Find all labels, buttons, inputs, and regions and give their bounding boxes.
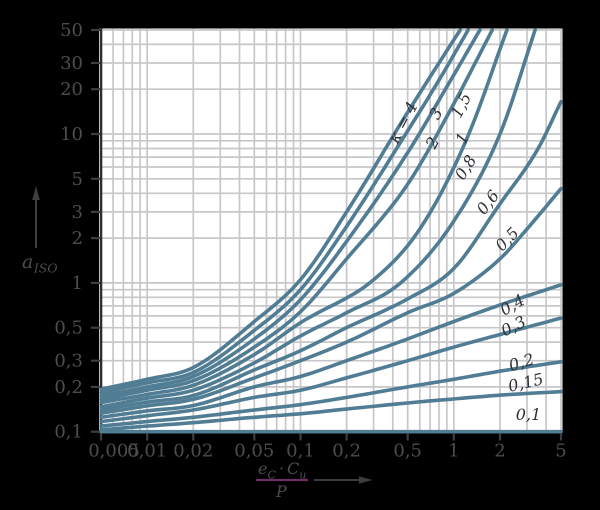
y-tick-label: 10	[60, 124, 83, 145]
x-num-C: C	[287, 459, 299, 478]
curve-kappa-0.15	[99, 389, 563, 432]
x-axis-title-denominator: P	[275, 482, 287, 501]
x-axis-title-group: eC · Cu P	[256, 459, 373, 501]
x-tick-label: 0,5	[393, 441, 422, 462]
curve-kappa-1	[99, 28, 509, 405]
x-axis-title-numerator: eC · Cu	[258, 459, 306, 482]
curve-kappa-0.4	[99, 283, 563, 420]
grid	[101, 28, 563, 432]
x-tick-label: 0,05	[234, 441, 274, 462]
x-tick-label: 0,1	[286, 441, 315, 462]
y-tick-label: 1	[72, 273, 83, 294]
curve-kappa-0.5	[99, 186, 563, 416]
curve-label-kappa-0.1: 0,1	[516, 405, 541, 424]
curve-kappa-0.2	[99, 360, 563, 428]
curve-kappa-1.5	[99, 28, 494, 402]
curve-kappa-0.3	[99, 316, 563, 424]
curve-kappa-3	[99, 28, 470, 395]
x-tick-label: 0,005	[88, 441, 140, 462]
y-axis-title-group: aISO	[22, 186, 58, 276]
x-axis-arrow-icon	[359, 476, 373, 484]
x-tick-label: 5	[555, 441, 566, 462]
y-tick-label: 0,5	[54, 318, 83, 339]
y-tick-label: 50	[60, 20, 83, 41]
y-axis-arrow-icon	[32, 186, 40, 200]
y-tick-label: 2	[72, 228, 83, 249]
x-tick-label: 0,2	[332, 441, 361, 462]
curve-kappa-0.6	[99, 99, 563, 412]
y-axis-title: aISO	[22, 251, 58, 276]
y-title-sub: ISO	[33, 261, 58, 276]
x-tick-label: 0,01	[127, 441, 167, 462]
y-title-main: a	[22, 251, 33, 273]
x-num-e-sub: C	[267, 469, 276, 482]
curves	[99, 28, 563, 434]
y-tick-label: 0,1	[54, 422, 83, 443]
x-tick-label: 0,02	[173, 441, 213, 462]
y-tick-label: 5	[72, 169, 83, 190]
axis-ticks	[91, 28, 563, 441]
y-tick-label: 30	[60, 53, 83, 74]
x-tick-label: 1	[448, 441, 459, 462]
y-tick-label: 0,2	[54, 377, 83, 398]
curve-kappa-4	[99, 28, 462, 391]
y-tick-label: 0,3	[54, 351, 83, 372]
y-tick-label: 20	[60, 79, 83, 100]
x-tick-label: 2	[494, 441, 505, 462]
x-num-e: e	[258, 459, 267, 478]
multiply-dot: ·	[279, 459, 284, 478]
curve-kappa-0.8	[99, 28, 537, 409]
y-tick-label: 3	[72, 202, 83, 223]
x-num-C-sub: u	[299, 469, 306, 482]
curve-kappa-2	[99, 28, 482, 398]
